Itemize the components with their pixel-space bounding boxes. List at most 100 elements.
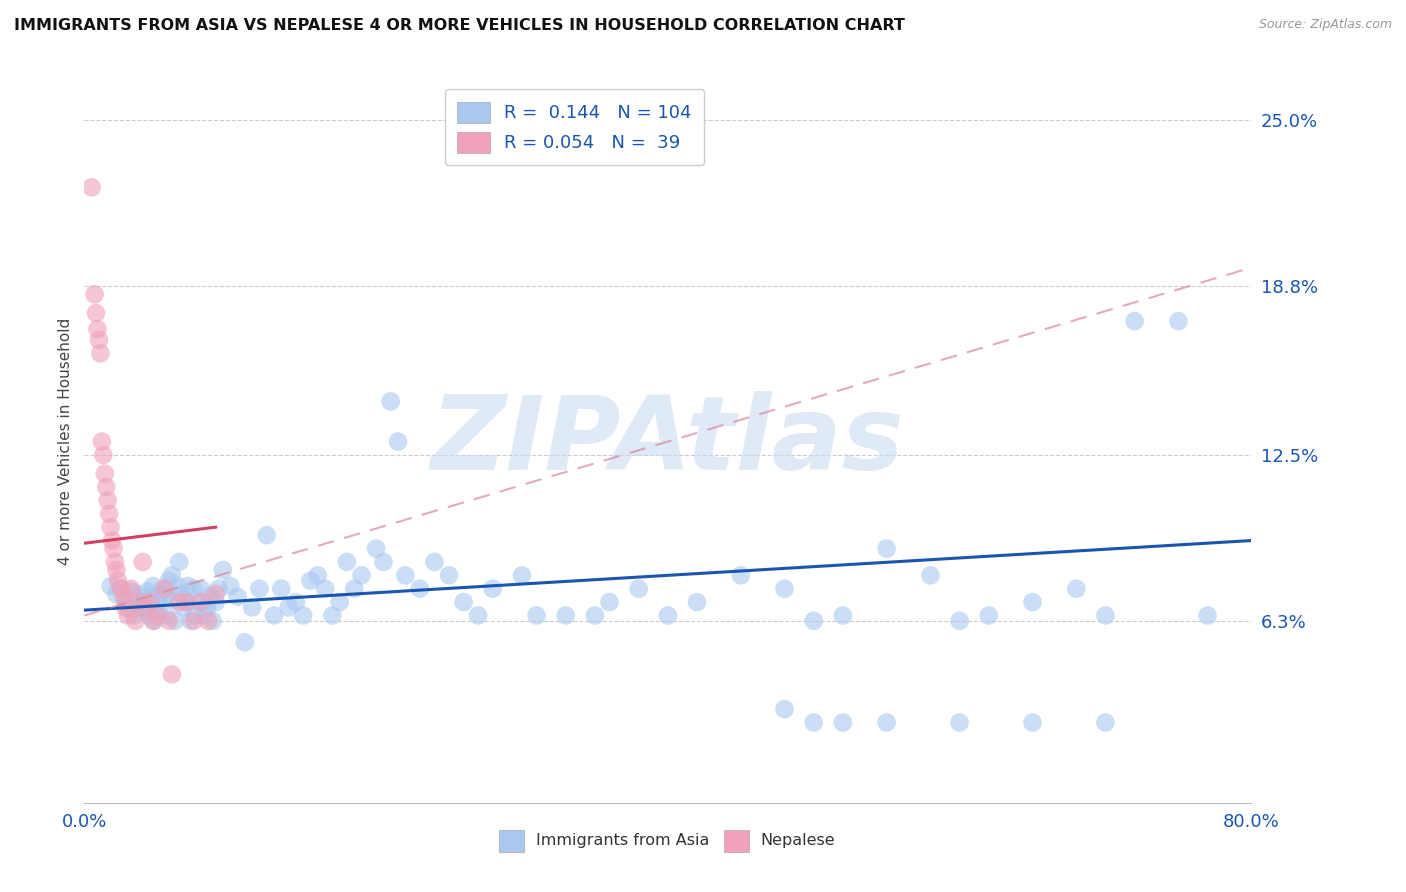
Point <box>482 582 505 596</box>
Point <box>167 595 190 609</box>
Point <box>142 614 165 628</box>
Point <box>114 595 136 609</box>
Point <box>162 592 184 607</box>
Text: Nepalese: Nepalese <box>761 833 835 848</box>
Point <box>1066 582 1088 596</box>
Point <box>110 582 132 596</box>
Point <box>198 590 221 604</box>
Point <box>380 394 402 409</box>
Point <box>219 579 242 593</box>
Point <box>329 595 352 609</box>
Point <box>125 587 148 601</box>
Point <box>233 635 256 649</box>
Point <box>135 600 157 615</box>
Point <box>87 333 110 347</box>
Point <box>195 600 218 615</box>
Point <box>183 582 205 596</box>
Point <box>336 555 359 569</box>
Point <box>143 614 166 628</box>
Point <box>409 582 432 596</box>
Point <box>467 608 489 623</box>
Point <box>657 608 679 623</box>
Point <box>153 582 176 596</box>
Point <box>105 587 128 601</box>
Point <box>1021 715 1043 730</box>
Point <box>1021 595 1043 609</box>
Point <box>100 579 122 593</box>
Point <box>423 555 446 569</box>
Point <box>686 595 709 609</box>
Point <box>101 533 124 548</box>
Point <box>554 608 576 623</box>
Point <box>212 563 235 577</box>
Point <box>132 592 155 607</box>
Point <box>263 608 285 623</box>
Point <box>97 493 120 508</box>
Y-axis label: 4 or more Vehicles in Household: 4 or more Vehicles in Household <box>58 318 73 566</box>
Point <box>103 541 125 556</box>
Point <box>197 614 219 628</box>
Point <box>876 715 898 730</box>
Point <box>226 590 249 604</box>
Text: Immigrants from Asia: Immigrants from Asia <box>536 833 709 848</box>
Point <box>773 702 796 716</box>
Point <box>803 614 825 628</box>
Point <box>110 582 132 596</box>
Point <box>876 541 898 556</box>
Point <box>1094 608 1116 623</box>
Point <box>394 568 416 582</box>
Point <box>204 595 226 609</box>
Point <box>832 715 855 730</box>
Point <box>730 568 752 582</box>
Point <box>1123 314 1146 328</box>
Point <box>343 582 366 596</box>
Point <box>176 595 198 609</box>
Point <box>453 595 475 609</box>
Point <box>160 568 183 582</box>
Point <box>437 568 460 582</box>
Point <box>138 608 160 623</box>
Point <box>803 715 825 730</box>
Point <box>321 608 343 623</box>
Point <box>204 587 226 601</box>
Point <box>122 608 145 623</box>
Point <box>256 528 278 542</box>
Point <box>350 568 373 582</box>
Point <box>773 582 796 596</box>
Point <box>90 434 112 449</box>
Text: IMMIGRANTS FROM ASIA VS NEPALESE 4 OR MORE VEHICLES IN HOUSEHOLD CORRELATION CHA: IMMIGRANTS FROM ASIA VS NEPALESE 4 OR MO… <box>14 18 905 33</box>
Point <box>187 595 209 609</box>
Point <box>270 582 292 596</box>
Point <box>173 600 195 615</box>
Point <box>83 287 105 301</box>
Point <box>86 322 108 336</box>
Point <box>117 600 139 615</box>
Point <box>201 614 224 628</box>
Point <box>160 667 183 681</box>
Point <box>366 541 388 556</box>
Point <box>977 608 1000 623</box>
Point <box>177 579 200 593</box>
Point <box>157 574 180 588</box>
Point <box>107 574 129 588</box>
Point <box>104 555 127 569</box>
Point <box>599 595 621 609</box>
Point <box>167 555 190 569</box>
Point <box>84 306 107 320</box>
Point <box>100 520 122 534</box>
Point <box>920 568 942 582</box>
Point <box>127 595 149 609</box>
Point <box>1094 715 1116 730</box>
Point <box>139 595 162 609</box>
Point <box>583 608 606 623</box>
Point <box>207 582 229 596</box>
Point <box>180 614 202 628</box>
Point <box>949 715 972 730</box>
Point <box>148 606 170 620</box>
Point <box>89 346 111 360</box>
Point <box>152 582 174 596</box>
Point <box>98 507 121 521</box>
Point <box>510 568 533 582</box>
Point <box>169 587 191 601</box>
Point <box>134 598 156 612</box>
